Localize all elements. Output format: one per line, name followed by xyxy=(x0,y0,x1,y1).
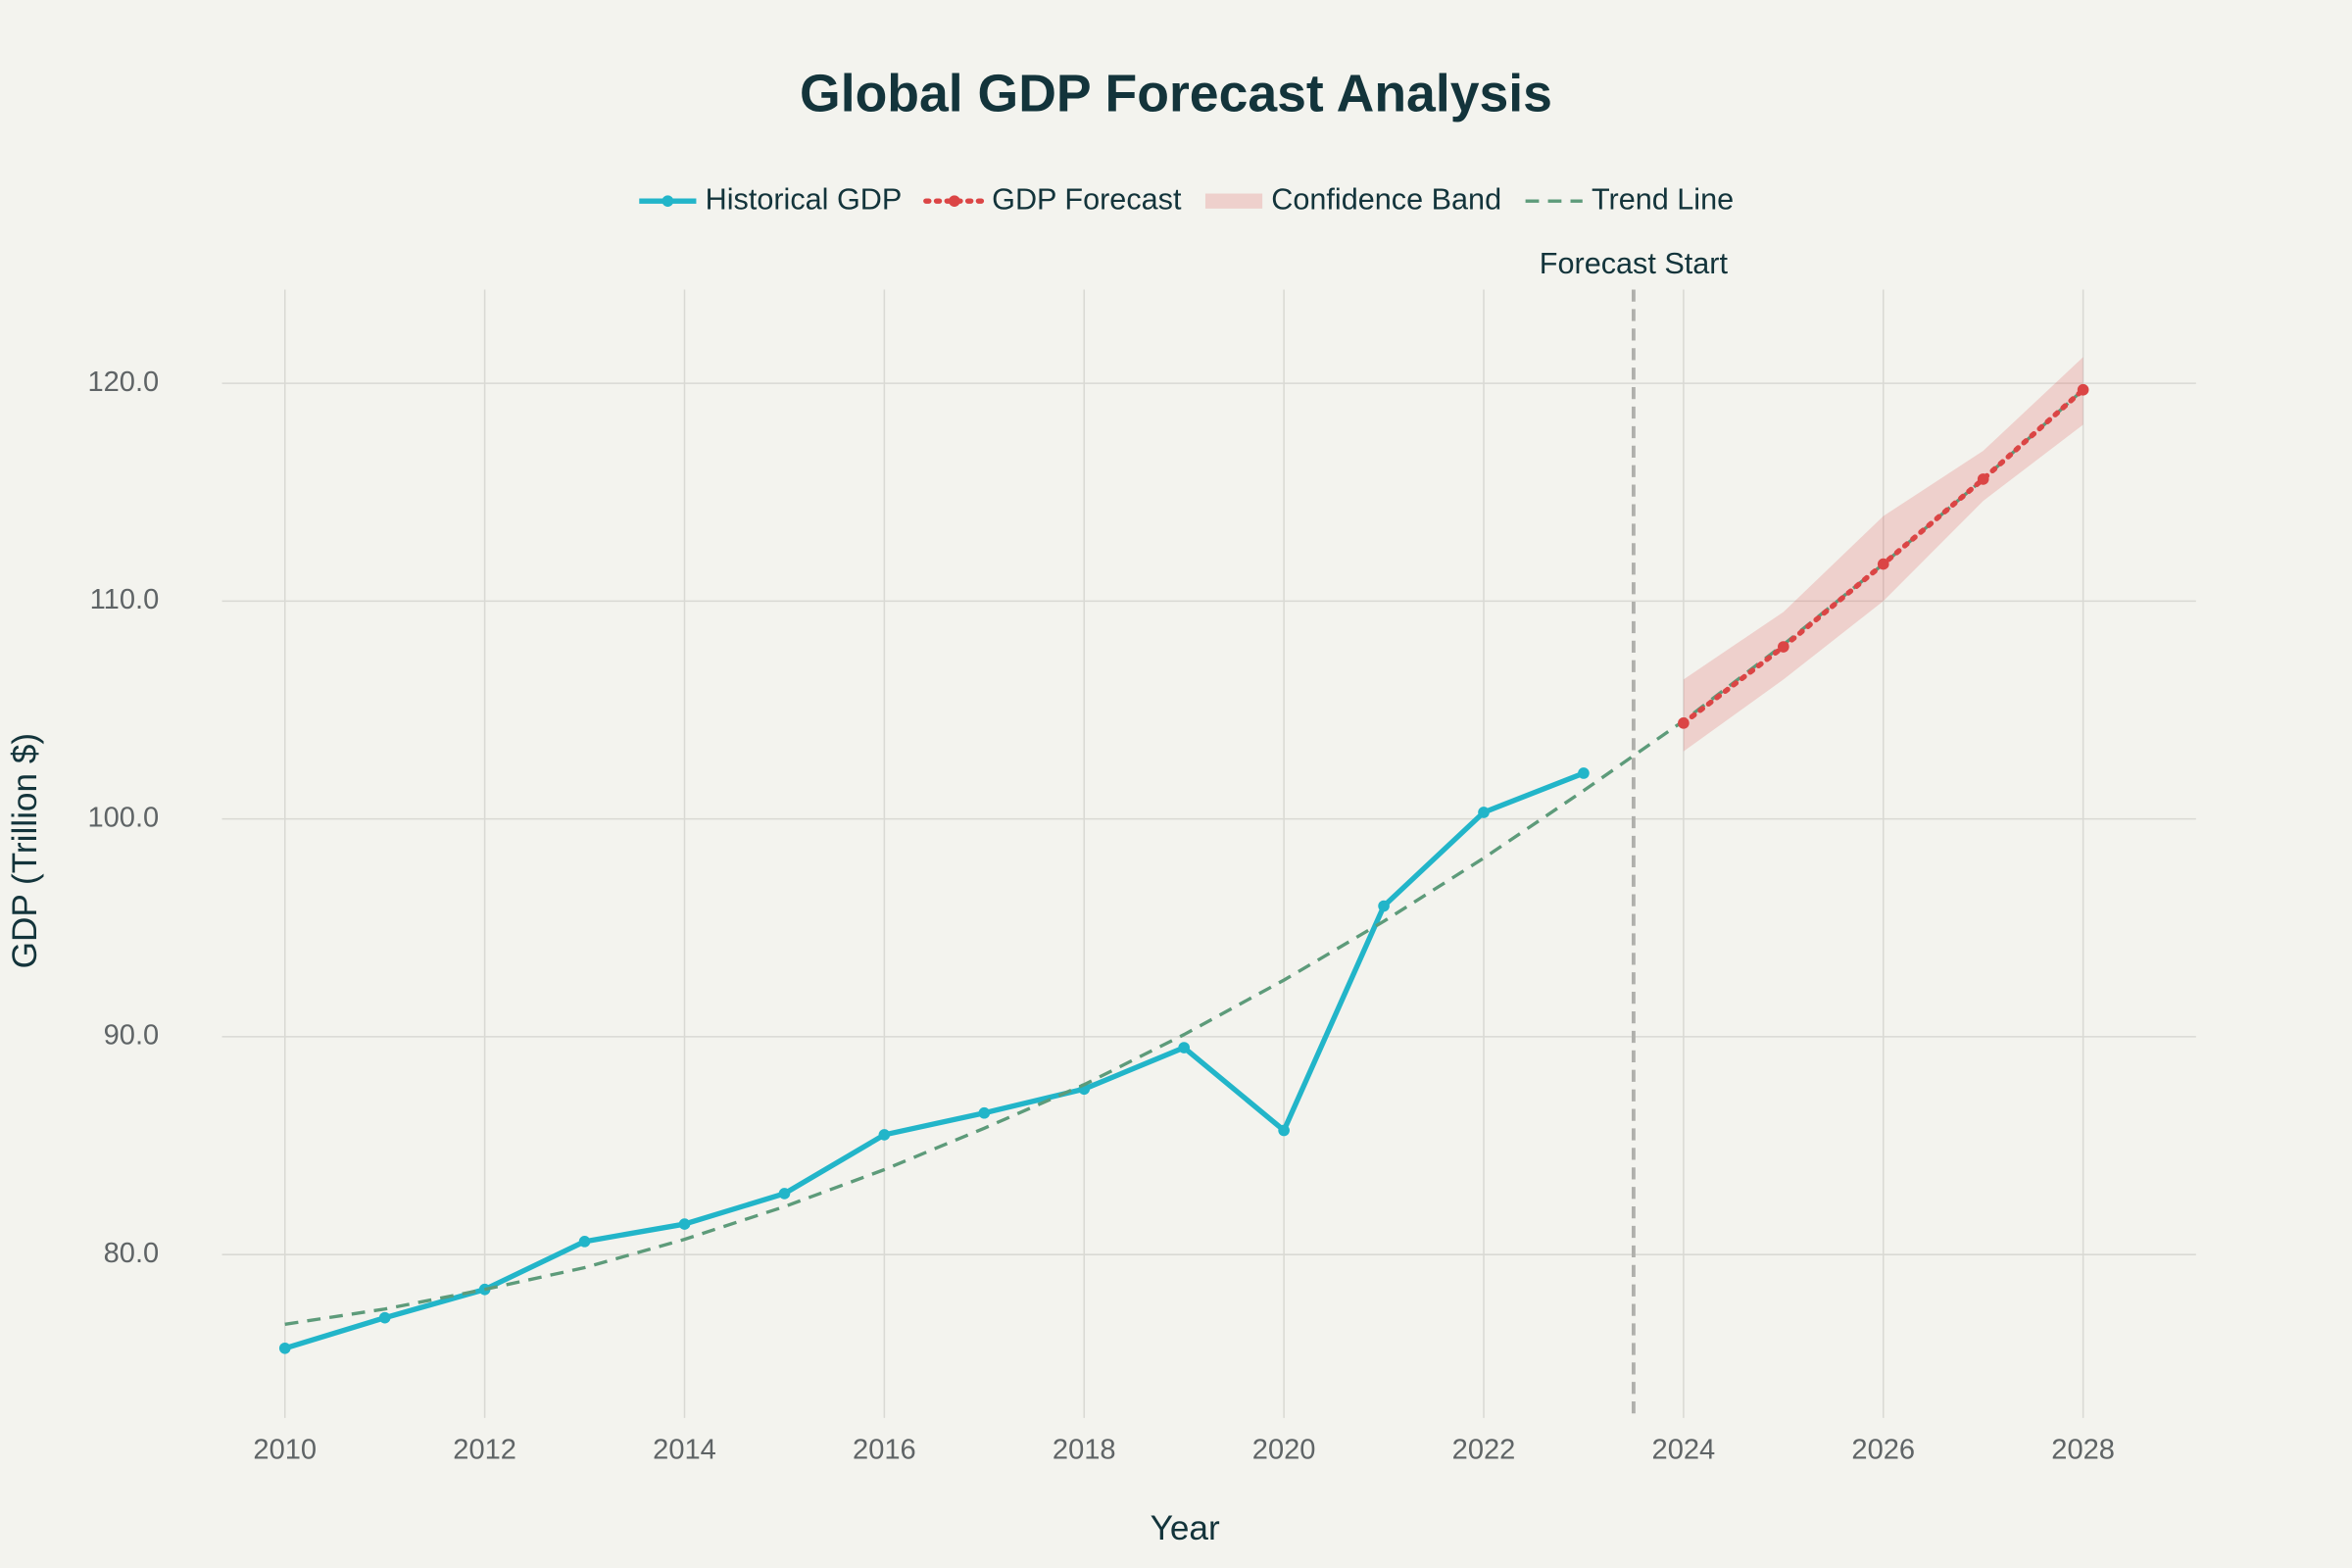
data-point xyxy=(1777,641,1789,653)
legend-marker xyxy=(949,195,960,207)
y-tick-label: 80.0 xyxy=(104,1238,160,1269)
data-point xyxy=(2077,383,2089,396)
y-tick-label: 100.0 xyxy=(87,802,159,833)
data-point xyxy=(878,1129,891,1141)
legend-item: Confidence Band xyxy=(1204,182,1501,216)
y-tick-label: 120.0 xyxy=(87,367,159,398)
data-point xyxy=(1278,1124,1290,1137)
x-tick-label: 2014 xyxy=(653,1434,716,1465)
legend-label: Historical GDP xyxy=(706,182,903,216)
x-tick-label: 2012 xyxy=(453,1434,516,1465)
legend-item: GDP Forecast xyxy=(923,182,1182,216)
forecast-start-label: Forecast Start xyxy=(1540,247,1729,280)
legend: Historical GDP GDP Forecast Confidence Ban… xyxy=(639,182,1734,216)
legend-label: GDP Forecast xyxy=(992,182,1182,216)
y-axis-title: GDP (Trillion $) xyxy=(6,733,44,969)
data-point xyxy=(678,1218,691,1230)
y-tick-label: 90.0 xyxy=(104,1020,160,1052)
data-point xyxy=(778,1188,791,1200)
x-axis-title: Year xyxy=(1151,1509,1220,1547)
x-tick-label: 2024 xyxy=(1652,1434,1716,1465)
legend-swatch xyxy=(1204,193,1263,209)
data-point xyxy=(978,1106,991,1119)
x-tick-label: 2020 xyxy=(1252,1434,1316,1465)
data-point xyxy=(1178,1042,1191,1054)
chart-title: Global GDP Forecast Analysis xyxy=(800,66,1552,123)
legend-label: Confidence Band xyxy=(1271,182,1501,216)
legend-item: Historical GDP xyxy=(639,182,902,216)
data-point xyxy=(278,1342,291,1354)
x-tick-label: 2022 xyxy=(1452,1434,1516,1465)
data-point xyxy=(1478,807,1490,818)
data-point xyxy=(1877,558,1889,570)
data-point xyxy=(1678,717,1690,729)
data-point xyxy=(1977,473,1989,485)
x-tick-label: 2026 xyxy=(1851,1434,1915,1465)
series-line xyxy=(283,770,1585,1351)
confidence-band xyxy=(1683,357,2083,752)
data-point xyxy=(378,1311,391,1324)
legend-label: Trend Line xyxy=(1592,182,1734,216)
x-tick-label: 2010 xyxy=(253,1434,317,1465)
legend-item: Trend Line xyxy=(1525,182,1734,216)
data-point xyxy=(1378,900,1390,912)
data-point xyxy=(578,1236,591,1248)
data-point xyxy=(1578,767,1590,779)
legend-marker xyxy=(662,195,674,207)
x-tick-label: 2018 xyxy=(1053,1434,1116,1465)
x-tick-label: 2028 xyxy=(2051,1434,2115,1465)
x-tick-label: 2016 xyxy=(853,1434,916,1465)
y-tick-label: 110.0 xyxy=(90,584,160,615)
